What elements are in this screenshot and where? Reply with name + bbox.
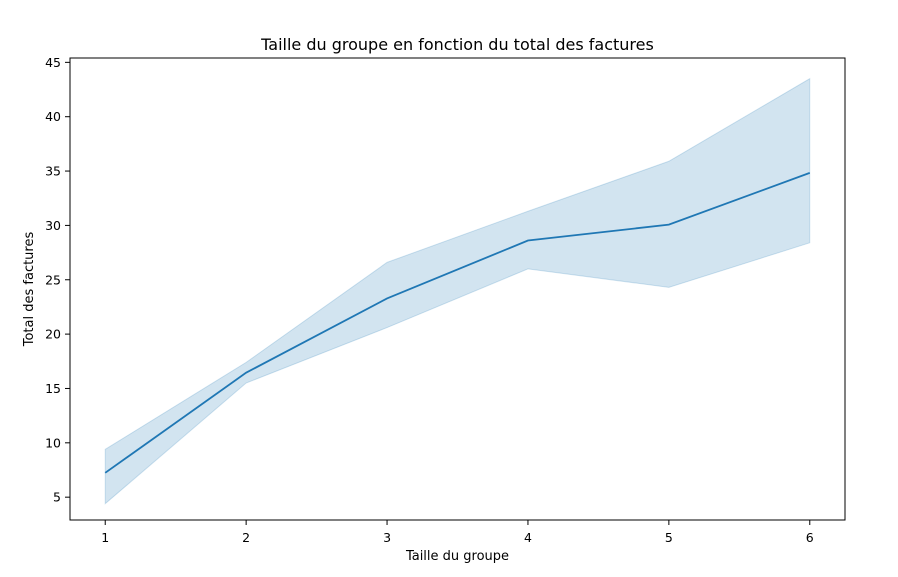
y-tick-label: 20 [45, 327, 61, 342]
x-tick-label: 6 [806, 530, 814, 545]
y-axis-label: Total des factures [22, 232, 37, 348]
y-tick-label: 30 [45, 218, 61, 233]
x-tick-label: 2 [242, 530, 250, 545]
x-axis-label: Taille du groupe [405, 549, 509, 564]
y-tick-label: 45 [45, 55, 61, 70]
plot-frame [69, 57, 846, 521]
y-tick-label: 25 [45, 272, 61, 287]
plot-area [104, 77, 811, 505]
x-tick-label: 1 [101, 530, 109, 545]
x-axis: 1 2 3 4 5 6 [101, 520, 814, 545]
x-tick-label: 5 [665, 530, 673, 545]
x-tick-label: 3 [383, 530, 391, 545]
y-axis: 5 10 15 20 25 30 35 40 45 [45, 55, 70, 505]
y-tick-label: 35 [45, 164, 61, 179]
chart-title: Taille du groupe en fonction du total de… [260, 35, 654, 54]
x-tick-label: 4 [524, 530, 532, 545]
y-tick-label: 40 [45, 109, 61, 124]
confidence-band [104, 77, 811, 505]
series-line [104, 172, 811, 474]
y-tick-label: 10 [45, 435, 61, 450]
y-tick-label: 15 [45, 381, 61, 396]
y-tick-label: 5 [53, 490, 61, 505]
